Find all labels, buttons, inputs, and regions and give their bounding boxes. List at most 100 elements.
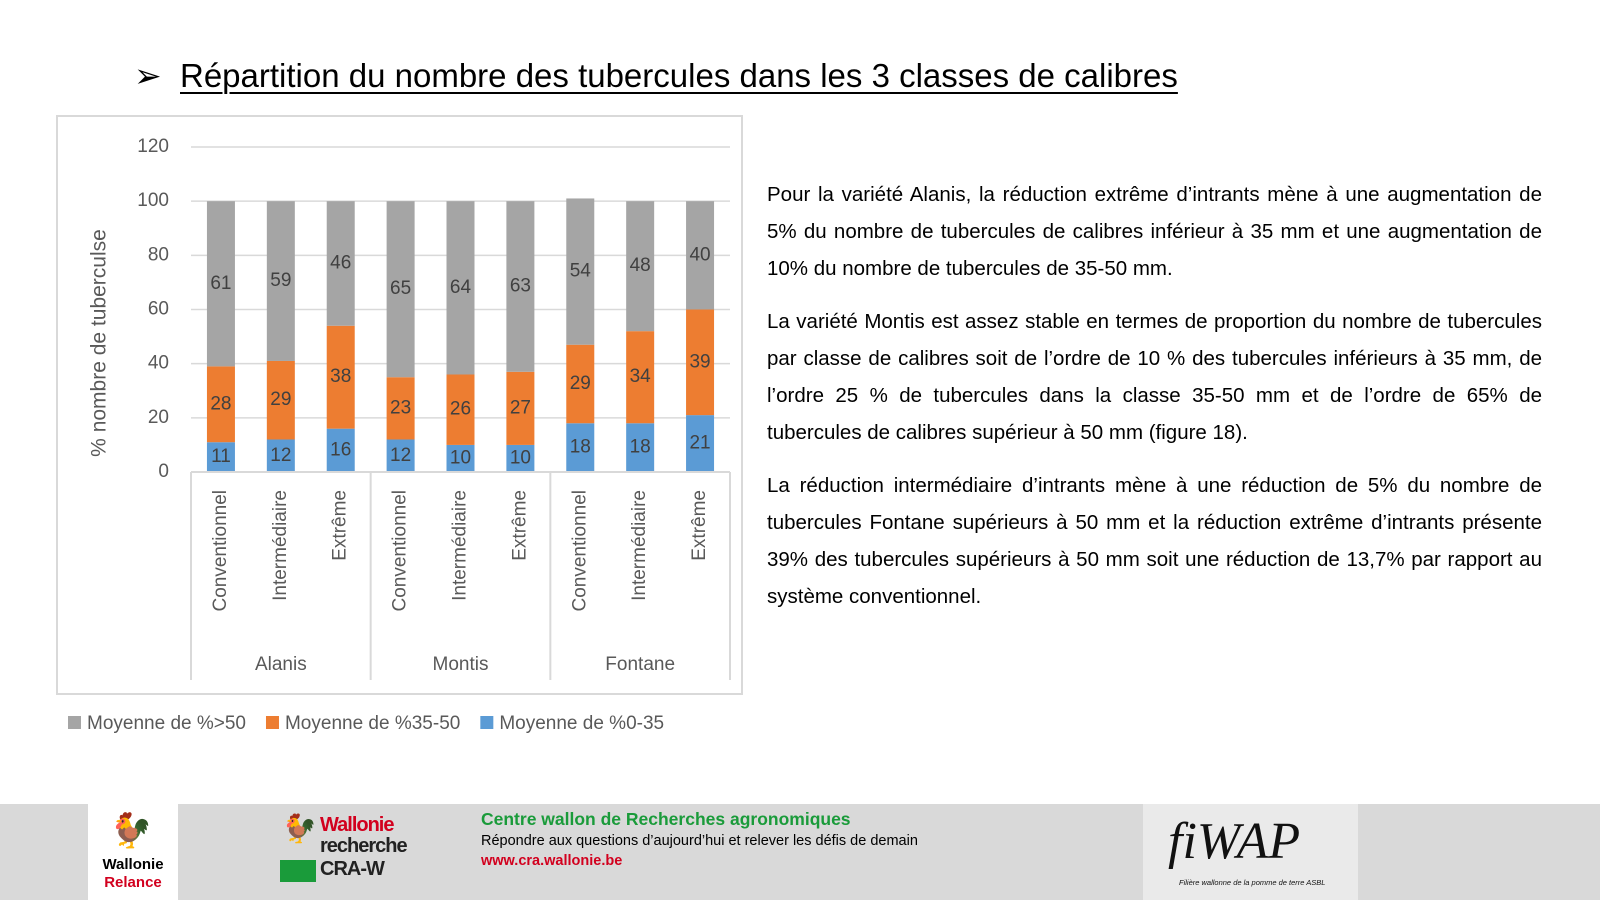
bar-segment <box>386 439 415 472</box>
data-label: 40 <box>689 244 710 265</box>
group-label: Fontane <box>605 654 675 675</box>
data-label: 18 <box>570 437 591 458</box>
wallonie-relance-logo: 🐓 Wallonie Relance <box>88 804 178 900</box>
data-label: 27 <box>510 397 531 418</box>
rooster-icon: 🐓 <box>282 813 317 844</box>
y-tick-label: 60 <box>148 299 169 320</box>
bar-segment <box>206 201 235 367</box>
bar-segment <box>326 325 355 429</box>
data-label: 61 <box>210 273 231 294</box>
data-label: 54 <box>570 261 592 282</box>
bar-segment <box>266 360 295 440</box>
x-tick-label: Conventionnel <box>210 490 231 611</box>
data-label: 29 <box>270 389 291 410</box>
logo-text: CRA-W <box>320 858 385 880</box>
data-label: 18 <box>630 437 651 458</box>
paragraph: La variété Montis est assez stable en te… <box>767 310 1542 444</box>
x-tick-label: Extrême <box>689 490 710 561</box>
logo-text: Wallonie <box>320 814 394 836</box>
footer-tagline: Répondre aux questions d’aujourd’hui et … <box>481 833 918 849</box>
title-text: Répartition du nombre des tubercules dan… <box>180 57 1178 94</box>
logo-text: Filière wallonne de la pomme de terre AS… <box>1179 878 1326 887</box>
bar-segment <box>686 415 715 472</box>
data-label: 23 <box>390 397 411 418</box>
data-label: 10 <box>450 447 471 468</box>
bar-segment <box>386 377 415 440</box>
bar-segment <box>206 366 235 443</box>
logo-text: fiWAP <box>1168 813 1301 870</box>
bar-segment <box>206 442 235 472</box>
bar-segment <box>686 201 715 310</box>
bar-segment <box>626 331 655 424</box>
fiwap-logo: fiWAP Filière wallonne de la pomme de te… <box>1143 804 1358 900</box>
logo-text: Wallonie <box>102 856 164 873</box>
footer-heading: Centre wallon de Recherches agronomiques <box>481 809 851 829</box>
data-label: 65 <box>390 278 411 299</box>
data-label: 38 <box>330 366 351 387</box>
data-label: 28 <box>210 393 231 414</box>
x-tick-label: Conventionnel <box>390 490 411 611</box>
bar-segment <box>506 371 535 445</box>
legend-swatch <box>68 716 81 729</box>
bar-segment <box>266 439 295 472</box>
data-label: 46 <box>330 252 351 273</box>
chart: % nombre de tuberculse 0 20 40 60 80 100 120 11… <box>56 115 743 734</box>
y-tick-label: 80 <box>148 244 169 265</box>
y-tick-label: 100 <box>137 190 169 211</box>
data-label: 21 <box>689 433 710 454</box>
legend-swatch <box>265 716 279 729</box>
y-tick-label: 0 <box>158 461 169 482</box>
data-label: 48 <box>630 255 651 276</box>
bar-segment <box>566 198 595 345</box>
x-tick-label: Intermédiaire <box>450 490 471 601</box>
slide-title: ➢ Répartition du nombre des tubercules d… <box>134 56 1178 95</box>
x-tick-label: Intermédiaire <box>270 490 291 601</box>
footer: 🐓 Wallonie Relance 🐓 Wallonie recherche … <box>0 804 1600 900</box>
group-label: Alanis <box>255 654 307 675</box>
bar-segment <box>326 201 355 326</box>
bar-segment <box>506 201 535 372</box>
y-axis-label: % nombre de tuberculse <box>88 229 111 457</box>
text-block: Pour la variété Alanis, la réduction ext… <box>767 176 1542 631</box>
logo-text: Relance <box>104 874 162 891</box>
data-label: 34 <box>630 366 652 387</box>
rooster-icon: 🐓 <box>110 812 153 850</box>
data-label: 10 <box>510 447 531 468</box>
data-label: 64 <box>450 277 472 298</box>
bar-segment <box>386 201 415 378</box>
bar-segment <box>566 344 595 424</box>
y-tick-label: 120 <box>137 136 169 157</box>
x-tick-label: Extrême <box>330 490 351 561</box>
bar-segment <box>566 423 595 472</box>
footer-url: www.cra.wallonie.be <box>481 853 623 869</box>
bar-segment <box>266 201 295 361</box>
data-label: 12 <box>270 445 291 466</box>
legend-label: Moyenne de %>50 <box>87 713 246 734</box>
bar-segment <box>446 201 475 375</box>
bar-segment <box>626 201 655 332</box>
bar-segment <box>446 374 475 445</box>
bar-segment <box>506 444 535 472</box>
paragraph: La réduction intermédiaire d’intrants mè… <box>767 474 1542 608</box>
logo-text: recherche <box>320 835 408 857</box>
cra-icon <box>280 860 316 882</box>
y-tick-label: 40 <box>148 353 169 374</box>
legend-label: Moyenne de %35-50 <box>285 713 460 734</box>
legend-swatch <box>480 716 494 729</box>
data-label: 39 <box>689 351 710 372</box>
data-label: 12 <box>390 445 411 466</box>
legend-label: Moyenne de %0-35 <box>499 713 664 734</box>
data-label: 16 <box>330 439 351 460</box>
data-label: 29 <box>570 373 591 394</box>
data-label: 11 <box>211 446 231 467</box>
bar-segment <box>626 423 655 472</box>
x-tick-label: Conventionnel <box>569 490 590 611</box>
bar-segment <box>686 309 715 416</box>
data-label: 26 <box>450 399 471 420</box>
bullet-arrow: ➢ <box>134 57 180 94</box>
data-label: 63 <box>510 275 531 296</box>
bar-segment <box>326 428 355 472</box>
paragraph: Pour la variété Alanis, la réduction ext… <box>767 183 1542 280</box>
bar-segment <box>446 444 475 472</box>
